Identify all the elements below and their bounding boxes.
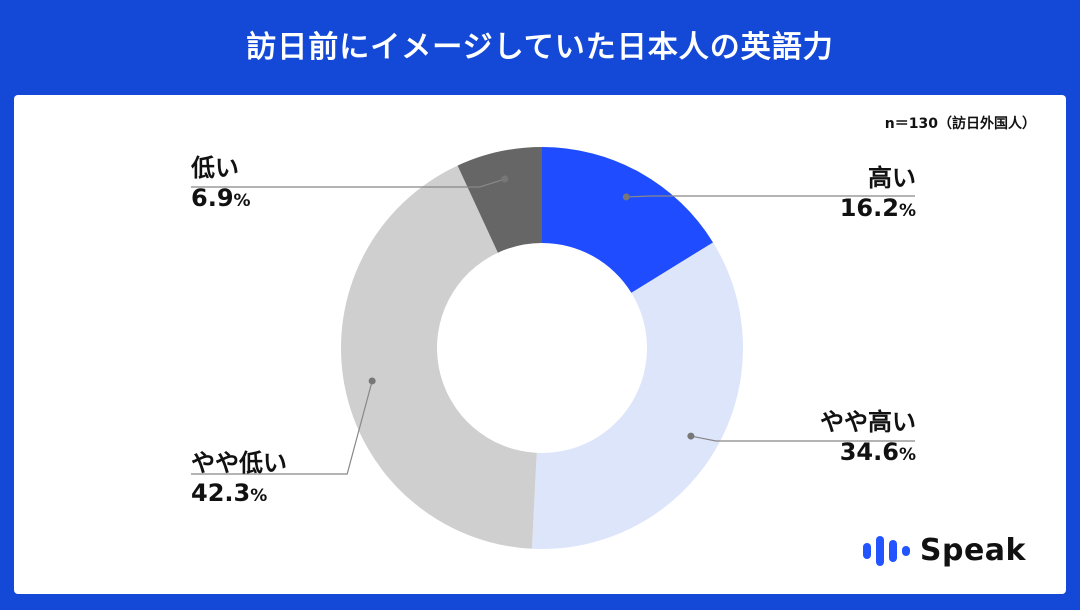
leader-line-somewhat-high [690,435,915,442]
slice-value-somewhat-low: 42.3 [191,479,251,507]
slice-unit-high: % [898,201,916,221]
leader-dot-somewhat-high [687,432,695,440]
donut-slice-high [542,147,714,293]
donut-slice-low [457,147,542,253]
slice-unit-low: % [233,191,251,211]
sample-size-note: n＝130（訪日外国人） [884,116,1036,132]
leader-line-low [191,178,505,188]
slice-unit-somewhat-high: % [898,445,916,465]
leader-line-high [626,195,915,198]
slice-name-somewhat-low: やや低い [191,449,287,477]
slice-label-low: 低い 6.9% [191,153,251,213]
slice-name-high: 高い [868,164,916,192]
logo-text: Speak [919,533,1026,568]
slice-label-high: 高い 16.2% [840,163,916,223]
slice-unit-somewhat-low: % [250,486,268,506]
leader-dot-somewhat-low [368,377,376,385]
slice-label-somewhat-high: やや高い 34.6% [820,407,916,467]
slice-value-high: 16.2 [839,194,899,222]
leader-dot-low [501,175,509,183]
donut-slice-somewhat-low [340,165,537,549]
slice-name-somewhat-high: やや高い [820,408,916,436]
chart-title: 訪日前にイメージしていた日本人の英語力 [246,30,834,65]
sound-wave-icon [862,535,910,566]
leader-dot-high [622,193,630,201]
donut-slice-somewhat-high [531,242,744,550]
speak-logo: Speak [862,533,1026,568]
donut-chart [191,147,915,550]
slice-name-low: 低い [191,154,239,182]
slice-value-somewhat-high: 34.6 [839,438,899,466]
chart-card: n＝130（訪日外国人） 高い 16.2% やや高い 34.6% やや低い 42… [14,95,1066,594]
leader-line-somewhat-low [191,380,373,475]
slice-label-somewhat-low: やや低い 42.3% [191,448,287,508]
slice-value-low: 6.9 [191,184,234,212]
